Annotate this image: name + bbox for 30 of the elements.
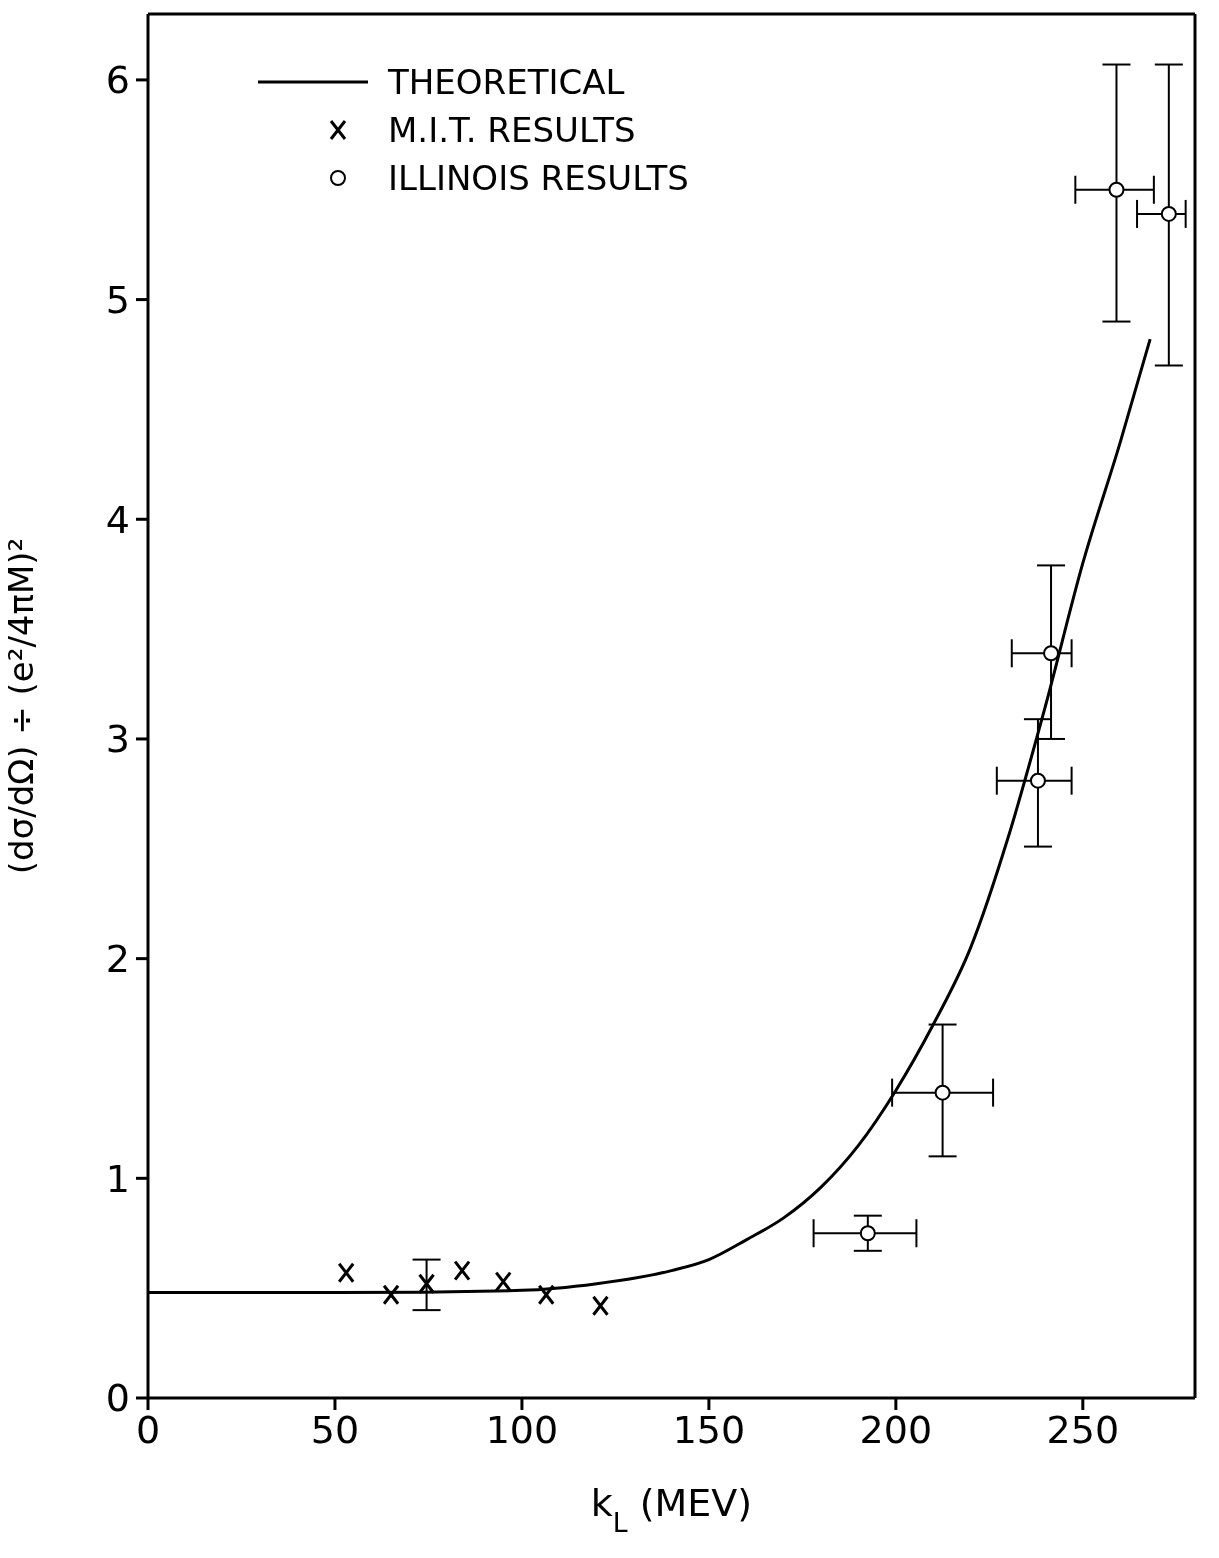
x-tick-label: 0 [135, 1407, 161, 1452]
point [382, 1284, 400, 1306]
point [934, 1084, 951, 1101]
point [453, 1260, 471, 1282]
point [591, 1295, 609, 1317]
point [537, 1284, 555, 1306]
x-tick-label: 250 [1046, 1407, 1120, 1452]
legend-label: ILLINOIS RESULTS [388, 157, 689, 200]
y-tick-label: 1 [105, 1156, 130, 1201]
y-tick-label: 2 [105, 937, 130, 982]
x-tick-label: 100 [485, 1407, 559, 1452]
y-tick-label: 5 [105, 278, 130, 323]
y-tick-label: 0 [105, 1376, 130, 1421]
point [859, 1225, 876, 1242]
point [494, 1271, 512, 1293]
y-tick-label: 3 [105, 717, 130, 762]
point [1029, 772, 1046, 789]
x-tick-label: 200 [859, 1407, 933, 1452]
y-tick-label: 4 [105, 497, 130, 542]
x-tick-label: 150 [672, 1407, 746, 1452]
x-axis-title: k$_{L}$ (MEV) [590, 1481, 753, 1538]
x-tick-label: 50 [310, 1407, 360, 1452]
legend-label: THEORETICAL [388, 61, 625, 104]
point [1108, 181, 1125, 198]
y-tick-label: 6 [105, 58, 130, 103]
point [418, 1273, 436, 1295]
legend-label: M.I.T. RESULTS [388, 109, 636, 152]
point [337, 1262, 355, 1284]
point [1043, 645, 1060, 662]
point [1160, 205, 1177, 222]
